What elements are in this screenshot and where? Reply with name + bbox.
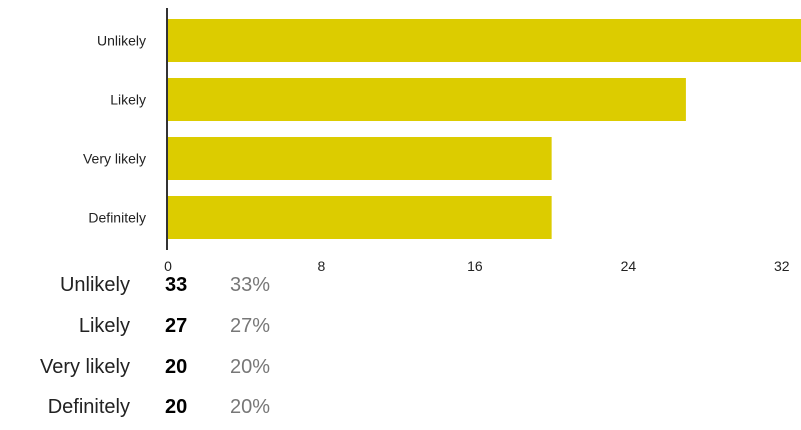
summary-percent: 20% (230, 396, 271, 418)
summary-label: Definitely (47, 396, 130, 418)
summary-percent: 33% (230, 274, 271, 296)
x-tick-label: 24 (621, 258, 637, 274)
summary-table: Unlikely 33 33% Likely 27 27% Very likel… (0, 266, 801, 430)
summary-count: 27 (165, 315, 188, 337)
x-tick-label: 0 (164, 258, 172, 274)
summary-row: Very likely 20 20% (0, 347, 400, 387)
summary-count: 20 (165, 356, 188, 378)
bar (168, 196, 552, 239)
summary-label: Unlikely (59, 274, 130, 296)
summary-row: Unlikely 33 33% (0, 266, 400, 305)
summary-count: 20 (165, 396, 188, 418)
category-label: Definitely (88, 210, 146, 226)
category-label: Very likely (83, 151, 146, 167)
summary-row: Likely 27 27% (0, 306, 400, 346)
bar (168, 137, 552, 180)
x-tick-label: 32 (774, 258, 790, 274)
summary-label: Very likely (39, 356, 130, 378)
summary-row: Definitely 20 20% (0, 387, 400, 427)
category-label: Unlikely (97, 33, 146, 49)
summary-percent: 27% (230, 315, 271, 337)
bar (168, 78, 686, 121)
x-tick-label: 8 (318, 258, 326, 274)
summary-percent: 20% (230, 356, 271, 378)
category-label: Likely (110, 92, 146, 108)
summary-count: 33 (165, 274, 188, 296)
bar (168, 19, 801, 62)
x-tick-label: 16 (467, 258, 483, 274)
bar-chart: Unlikely Likely Very likely Definitely 0 8 16 2… (83, 8, 801, 274)
summary-label: Likely (78, 315, 130, 337)
